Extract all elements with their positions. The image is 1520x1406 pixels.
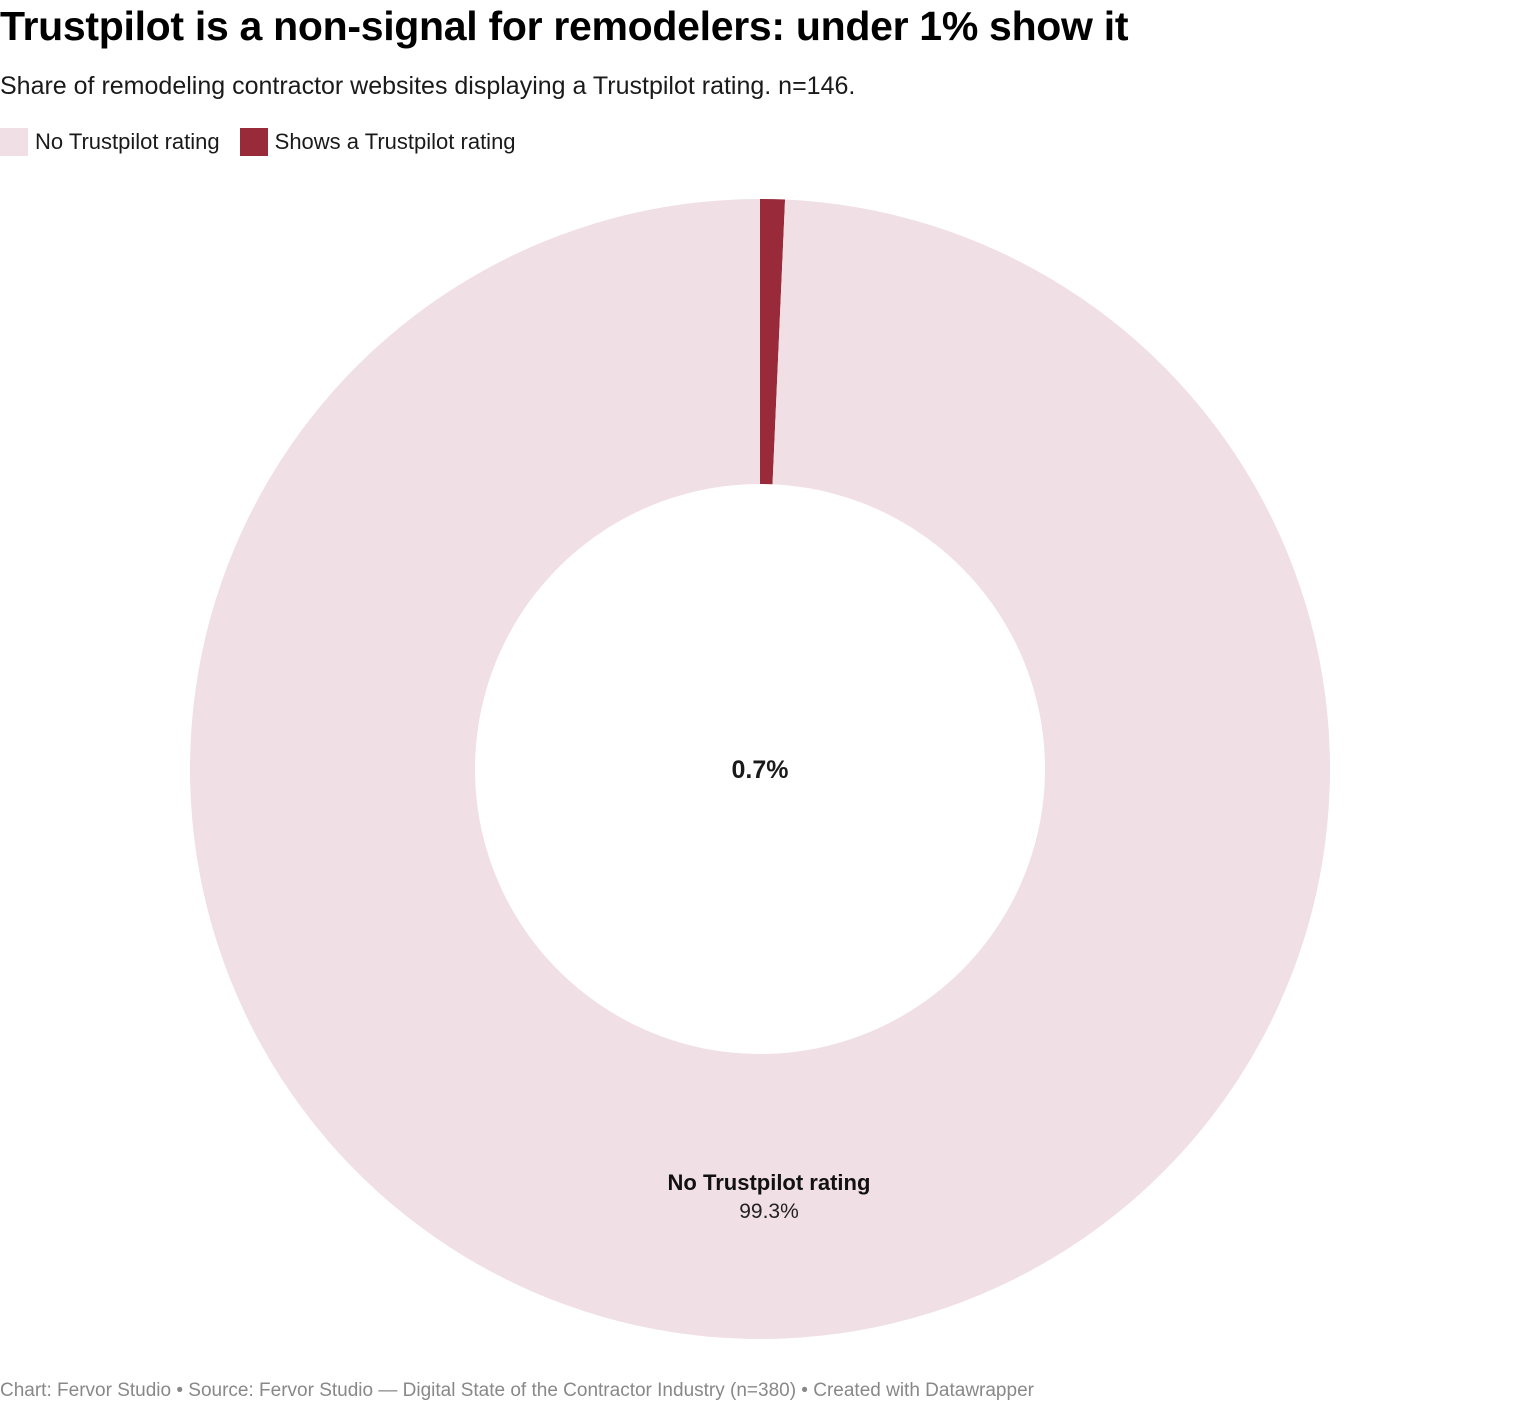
donut-slice-no-trustpilot-rating[interactable] <box>189 199 1331 1339</box>
chart-legend: No Trustpilot rating Shows a Trustpilot … <box>0 126 536 158</box>
chart-title: Trustpilot is a non-signal for remodeler… <box>0 3 1129 49</box>
donut-center-label: 0.7% <box>732 756 789 784</box>
slice-label-name-no-trustpilot: No Trustpilot rating <box>668 1170 871 1195</box>
legend-label-no-trustpilot: No Trustpilot rating <box>35 129 220 154</box>
chart-subtitle: Share of remodeling contractor websites … <box>0 72 856 100</box>
chart-footer: Chart: Fervor Studio • Source: Fervor St… <box>0 1380 1034 1401</box>
legend-item-shows-trustpilot: Shows a Trustpilot rating <box>239 128 516 156</box>
donut-slices <box>189 199 1331 1339</box>
legend-swatch-shows-trustpilot <box>239 128 268 156</box>
donut-slice-shows-a-trustpilot-rating[interactable] <box>760 199 786 485</box>
legend-item-no-trustpilot: No Trustpilot rating <box>0 128 220 156</box>
slice-label-value-no-trustpilot: 99.3% <box>739 1200 799 1223</box>
legend-label-shows-trustpilot: Shows a Trustpilot rating <box>274 129 516 154</box>
legend-swatch-no-trustpilot <box>0 128 28 156</box>
